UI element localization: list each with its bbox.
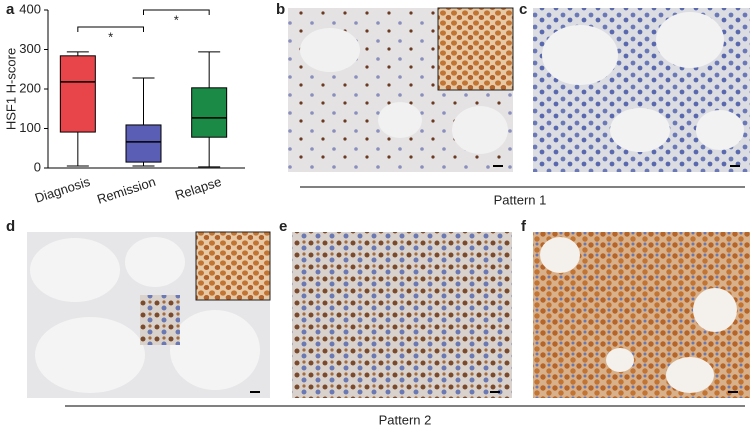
y-tick-label: 200 [19, 80, 41, 95]
x-tick-label: Remission [95, 174, 157, 207]
y-axis-label: HSF1 H-score [3, 48, 18, 130]
y-tick-label: 400 [19, 1, 41, 16]
panel-label: a [6, 1, 15, 18]
panel-label: f [521, 218, 527, 235]
significance-label: * [108, 29, 113, 44]
box [191, 87, 228, 138]
x-tick-label: Diagnosis [33, 174, 92, 206]
box [59, 55, 96, 133]
box [125, 124, 162, 163]
significance-bracket [143, 9, 210, 15]
significance-label: * [174, 12, 179, 27]
y-tick-label: 300 [19, 41, 41, 56]
pattern-label: Pattern 2 [379, 412, 432, 427]
panel-label: d [6, 218, 15, 235]
x-tick-label: Relapse [173, 174, 223, 203]
pattern-label: Pattern 1 [494, 192, 547, 207]
y-tick-label: 0 [34, 159, 41, 174]
significance-bracket [77, 26, 144, 32]
panel-label: b [276, 1, 285, 18]
y-tick-label: 100 [19, 120, 41, 135]
panel-label: e [279, 218, 287, 235]
panel-label: c [519, 1, 527, 18]
histology [27, 7, 750, 407]
